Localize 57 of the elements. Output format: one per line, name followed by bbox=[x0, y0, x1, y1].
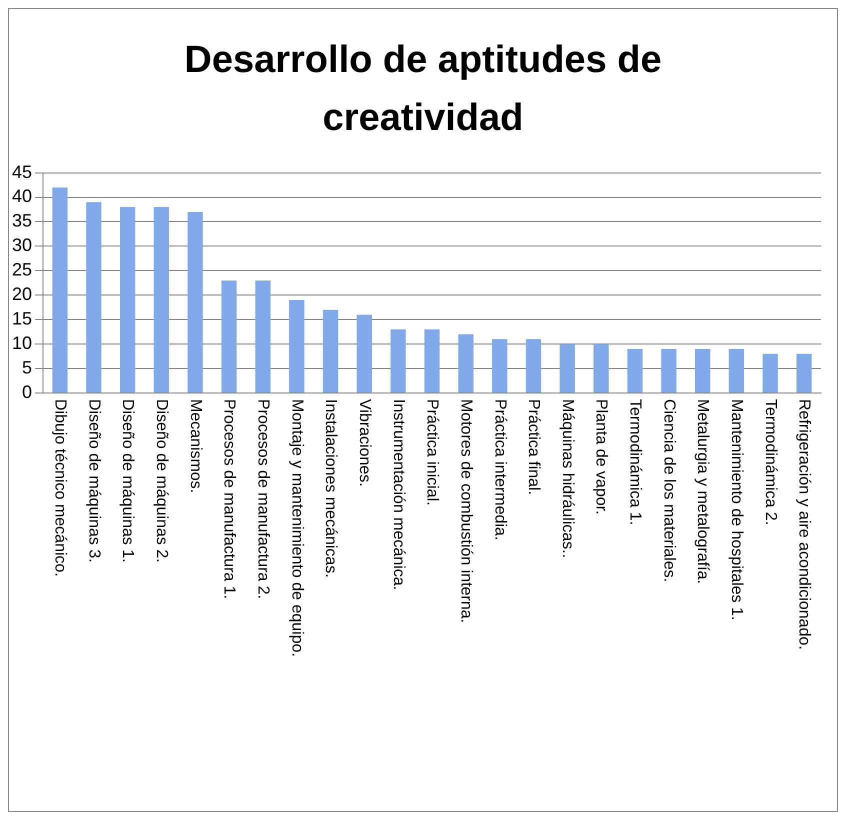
x-tick-label: Mecanismos. bbox=[186, 399, 204, 494]
x-tick-label: Metalurgia y metalografía. bbox=[694, 399, 712, 584]
y-tick-label: 25 bbox=[12, 260, 32, 280]
bar bbox=[52, 187, 68, 392]
bar bbox=[356, 314, 372, 392]
x-tick-label: Diseño de máquinas 3. bbox=[85, 399, 102, 563]
y-tick-label: 15 bbox=[12, 308, 32, 329]
bar bbox=[458, 334, 474, 392]
bar bbox=[390, 329, 406, 392]
x-tick-label: Ciencia de los materiales. bbox=[660, 399, 678, 582]
bar bbox=[695, 348, 710, 392]
bar bbox=[762, 354, 778, 392]
bar bbox=[661, 348, 676, 392]
x-tick-label: Máquinas hidráulicas.. bbox=[558, 399, 576, 558]
y-tick-label: 0 bbox=[22, 382, 32, 402]
chart-title: Desarrollo de aptitudes de creatividad bbox=[183, 38, 663, 141]
y-tick-label: 5 bbox=[22, 358, 32, 378]
x-tick-label: Dibujo técnico mecánico. bbox=[52, 399, 69, 577]
x-tick-label: Instalaciones mecánicas. bbox=[322, 399, 340, 578]
x-tick-label: Termodinámica 1. bbox=[626, 399, 644, 526]
x-tick-label: Procesos de manufactura 2. bbox=[254, 399, 272, 600]
x-tick-label: Diseño de máquinas 2. bbox=[153, 399, 170, 563]
bar bbox=[188, 212, 203, 392]
x-tick-label: Termodinámica 2. bbox=[762, 399, 779, 526]
x-tick-label: Práctica inicial. bbox=[424, 399, 441, 506]
x-tick-label: Refrigeración y aire acondicionado. bbox=[796, 399, 813, 650]
bar bbox=[322, 310, 338, 392]
bar bbox=[154, 207, 170, 392]
x-tick-label: Procesos de manufactura 1. bbox=[220, 399, 238, 600]
x-tick-label: Planta de vapor. bbox=[592, 399, 610, 515]
bar bbox=[289, 300, 304, 392]
bar bbox=[560, 344, 575, 392]
y-tick-label: 45 bbox=[12, 162, 32, 182]
bar bbox=[526, 339, 542, 392]
y-tick-label: 40 bbox=[12, 186, 32, 206]
bar bbox=[86, 202, 102, 392]
bar bbox=[424, 329, 440, 392]
bar bbox=[492, 339, 508, 392]
x-tick-label: Motores de combustión interna. bbox=[457, 399, 474, 624]
y-tick-label: 30 bbox=[12, 235, 32, 256]
x-tick-label: Instrumentación mecánica. bbox=[390, 399, 407, 590]
x-tick-label: Vibraciones. bbox=[356, 399, 373, 487]
bar bbox=[627, 348, 643, 392]
y-tick-label: 10 bbox=[12, 333, 32, 354]
x-tick-label: Diseño de máquinas 1. bbox=[119, 399, 136, 563]
bar bbox=[594, 344, 609, 392]
x-tick-label: Montaje y mantenimiento de equipo. bbox=[288, 399, 306, 657]
x-tick-label: Práctica final. bbox=[525, 399, 542, 496]
bar bbox=[120, 207, 136, 392]
bar bbox=[221, 280, 237, 392]
y-tick-label: 35 bbox=[12, 210, 32, 231]
bar bbox=[796, 354, 812, 392]
x-tick-label: Mantenimiento de hospitales 1. bbox=[728, 399, 746, 620]
y-tick-label: 20 bbox=[12, 284, 32, 304]
bar bbox=[255, 280, 270, 392]
bar bbox=[728, 348, 744, 392]
x-tick-label: Práctica intermedia. bbox=[491, 399, 508, 540]
